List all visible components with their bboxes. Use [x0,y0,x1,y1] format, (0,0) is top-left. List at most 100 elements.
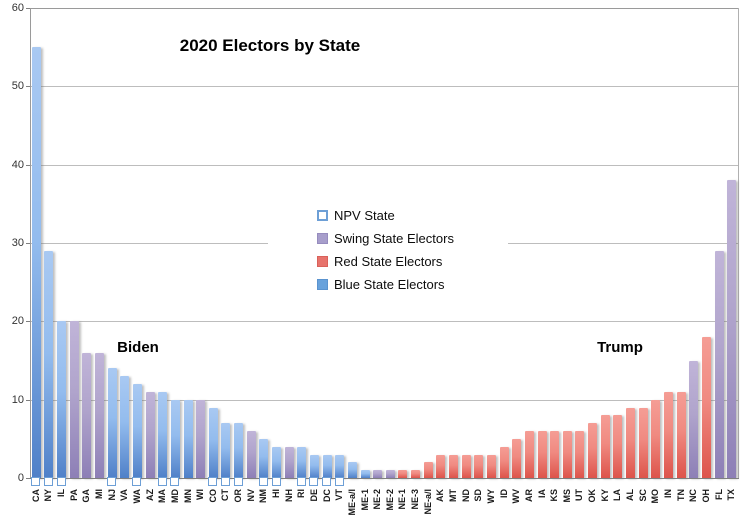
npv-marker-NJ [107,477,117,486]
x-axis-label-NY: NY [43,489,54,502]
bar-AK [436,454,446,478]
legend-item-npv: NPV State [268,204,508,227]
x-axis-label-AZ: AZ [144,489,155,501]
x-axis-label-WY: WY [485,489,496,504]
x-axis-label-WV: WV [511,489,522,504]
x-axis-label-AR: AR [523,489,534,502]
x-axis-label-KS: KS [549,489,560,502]
legend-label: Red State Electors [334,254,443,269]
x-axis-label-WI: WI [195,489,206,500]
npv-marker-HI [271,477,281,486]
x-axis-label-VA: VA [119,489,130,501]
plot-right-border [738,8,739,479]
bar-DE [309,454,319,478]
bar-AL [626,407,636,478]
x-axis-label-NE-1: NE-1 [397,489,408,510]
x-axis-label-FL: FL [713,489,724,500]
npv-marker-VT [334,477,344,486]
x-axis-label-MI: MI [94,489,105,499]
bar-SD [474,454,484,478]
x-axis-label-PA: PA [68,489,79,501]
x-axis-label-IA: IA [536,489,547,498]
bar-NE-1 [398,470,408,478]
bar-UT [575,431,585,478]
bar-AR [524,431,534,478]
bar-LA [613,415,623,478]
x-axis-label-WA: WA [131,489,142,504]
x-axis-label-LA: LA [612,489,623,501]
x-axis-label-SD: SD [473,489,484,502]
bar-IN [663,391,673,478]
bar-ME-a/l [347,462,357,478]
bar-HI [272,446,282,478]
bar-OK [588,423,598,478]
x-axis-label-NM: NM [258,489,269,503]
bar-IA [537,431,547,478]
y-axis-tick-60 [26,8,30,9]
y-axis-label-0: 0 [17,472,24,484]
legend-label: Blue State Electors [334,277,445,292]
bar-MD [170,399,180,478]
x-axis-label-CO: CO [207,489,218,503]
bar-RI [297,446,307,478]
npv-marker-IL [56,477,66,486]
x-axis-label-OR: OR [233,489,244,503]
x-axis-label-ME-2: ME-2 [384,489,395,511]
bar-MA [158,391,168,478]
bar-MI [95,352,105,478]
x-axis-label-IN: IN [662,489,673,498]
bar-AZ [145,391,155,478]
legend-item-swing: Swing State Electors [268,227,508,250]
bar-WV [512,438,522,478]
bar-MS [562,431,572,478]
bar-ME-1 [360,470,370,478]
legend-item-red: Red State Electors [268,250,508,273]
x-axis-label-RI: RI [296,489,307,498]
x-axis-label-NE-2: NE-2 [372,489,383,510]
gridline-60 [30,8,738,9]
x-axis-label-MS: MS [561,489,572,503]
x-axis-label-NE-a/l: NE-a/l [422,489,433,515]
gridline-10 [30,399,738,401]
x-axis-label-NJ: NJ [106,489,117,501]
legend-item-blue: Blue State Electors [268,273,508,296]
npv-marker-OR [233,477,243,486]
y-axis-label-30: 30 [11,237,24,249]
bar-TN [676,391,686,478]
x-axis-label-NV: NV [245,489,256,502]
x-axis-label-DC: DC [321,489,332,502]
npv-marker-WA [132,477,142,486]
npv-marker-NM [258,477,268,486]
x-axis-label-TN: TN [675,489,686,501]
x-axis-label-MT: MT [448,489,459,502]
x-axis-label-ID: ID [498,489,509,498]
legend-label: Swing State Electors [334,231,454,246]
y-axis-label-50: 50 [11,80,24,93]
bar-FL [714,250,724,478]
npv-marker-CT [220,477,230,486]
x-axis-label-ME-1: ME-1 [359,489,370,511]
x-axis-label-KY: KY [599,489,610,502]
y-axis-tick-50 [26,86,30,88]
bar-CA [31,47,41,478]
y-axis-line [30,8,31,479]
x-axis-label-GA: GA [81,489,92,503]
x-axis-label-IL: IL [56,489,67,497]
trump-annotation: Trump [575,338,665,357]
y-axis-label-40: 40 [11,158,24,171]
bar-CT [221,423,231,478]
bar-ME-2 [385,470,395,478]
npv-marker-MD [170,477,180,486]
bar-TX [727,180,737,478]
bar-NC [689,360,699,478]
x-axis-label-NH: NH [283,489,294,502]
npv-marker-DC [322,477,332,486]
npv-state-swatch-icon [317,210,328,221]
npv-marker-NY [43,477,53,486]
x-axis-label-NC: NC [688,489,699,502]
bar-ID [499,446,509,478]
swing-state-swatch-icon [317,233,328,244]
legend-label: NPV State [334,208,395,223]
bar-MN [183,399,193,478]
bar-NH [284,446,294,478]
